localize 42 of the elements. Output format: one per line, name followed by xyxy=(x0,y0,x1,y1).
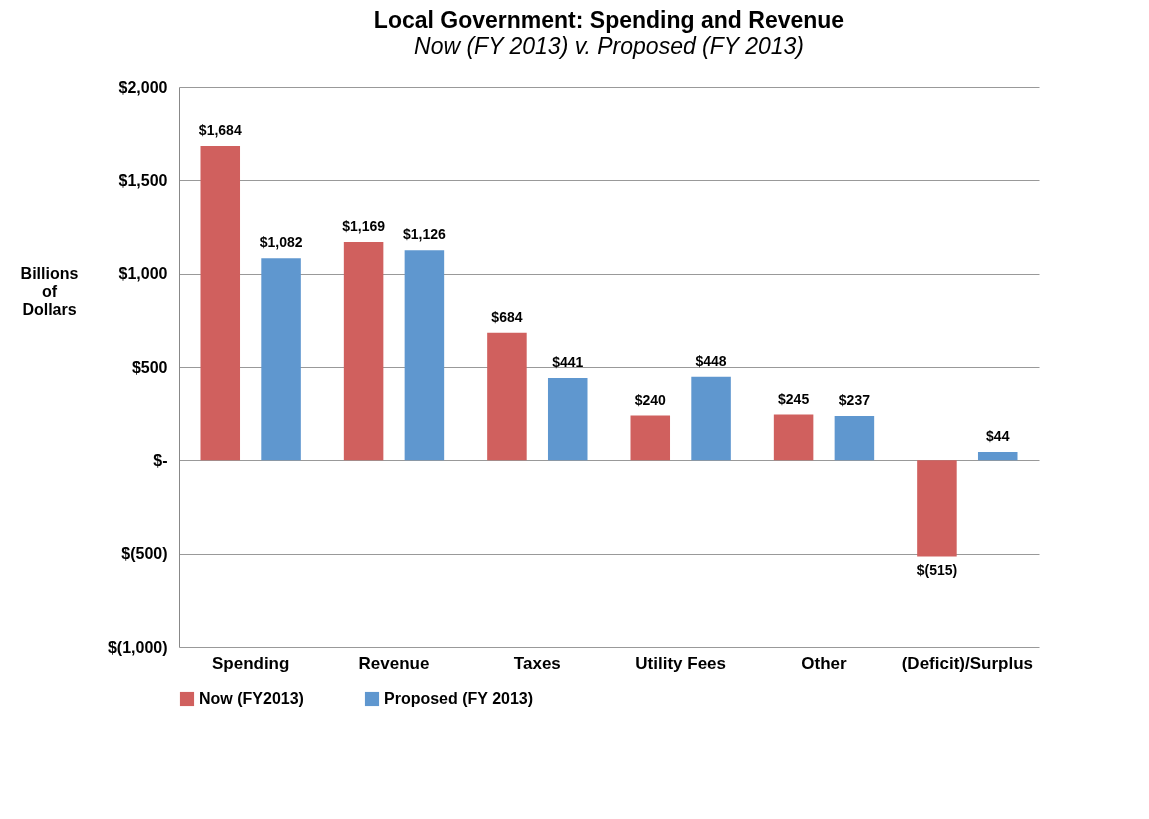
y-tick-label: $2,000 xyxy=(118,78,168,96)
y-tick-label: $(1,000) xyxy=(107,638,168,656)
x-tick-label: Utility Fees xyxy=(635,653,727,673)
y-tick-label: $1,000 xyxy=(118,265,168,283)
data-label: $1,082 xyxy=(259,234,303,251)
data-label: $684 xyxy=(491,308,523,325)
data-label: $237 xyxy=(838,392,871,409)
data-label: $448 xyxy=(695,352,727,369)
data-label: $1,126 xyxy=(402,226,447,243)
legend-label: Now (FY2013) xyxy=(199,690,304,707)
bar xyxy=(547,378,588,461)
bar xyxy=(343,242,384,461)
y-tick-label: $1,500 xyxy=(118,171,168,189)
x-tick-label: Other xyxy=(801,653,848,673)
data-label: $240 xyxy=(634,391,667,408)
bar xyxy=(487,332,527,461)
bar xyxy=(630,415,671,461)
y-axis-title: Billions of Dollars xyxy=(20,265,79,319)
data-label: $(515) xyxy=(916,562,958,579)
data-label: $44 xyxy=(986,428,1010,445)
data-label: $441 xyxy=(552,354,584,371)
y-tick-label: $- xyxy=(153,451,168,469)
x-tick-label: Revenue xyxy=(358,653,430,673)
x-tick-label: (Deficit)/Surplus xyxy=(901,653,1033,673)
data-label: $1,169 xyxy=(342,218,386,235)
data-label: $1,684 xyxy=(198,121,242,138)
x-tick-label: Spending xyxy=(211,653,290,673)
bar xyxy=(977,452,1018,461)
chart-title: Local Government: Spending and Revenue xyxy=(373,7,845,33)
bar xyxy=(691,376,731,461)
bar xyxy=(200,145,241,461)
y-tick-label: $500 xyxy=(131,358,168,376)
x-tick-label: Taxes xyxy=(513,653,561,673)
bar xyxy=(261,258,301,461)
bar xyxy=(773,414,814,461)
bar xyxy=(834,416,875,461)
chart-subtitle: Now (FY 2013) v. Proposed (FY 2013) xyxy=(414,33,804,59)
data-label: $245 xyxy=(778,390,810,407)
bar xyxy=(404,250,445,461)
bar xyxy=(917,460,957,557)
y-tick-label: $(500) xyxy=(121,545,168,563)
legend-label: Proposed (FY 2013) xyxy=(384,690,534,707)
